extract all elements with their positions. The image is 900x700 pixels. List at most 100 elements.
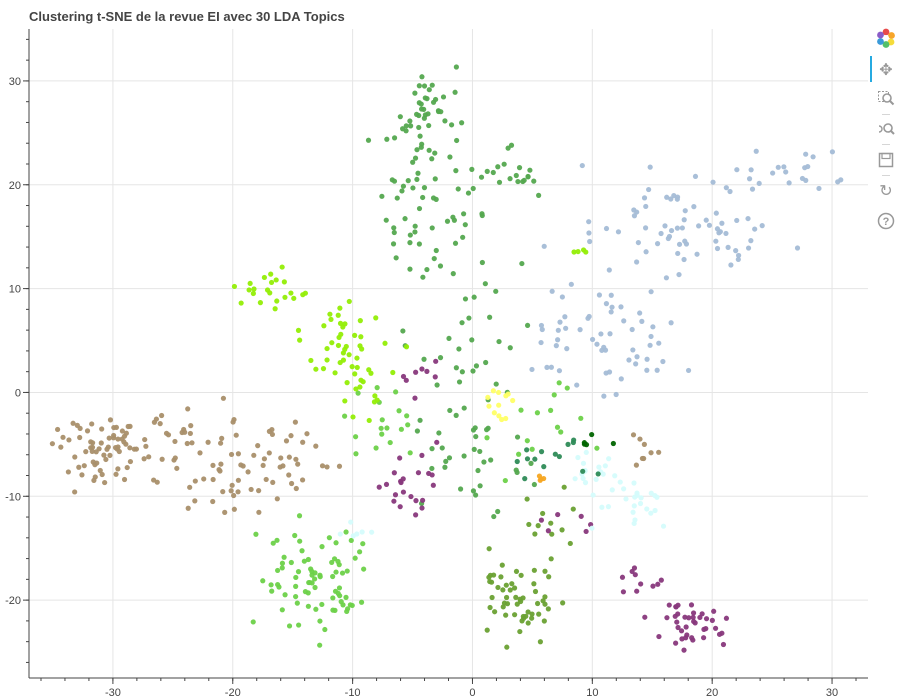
data-point <box>410 185 416 191</box>
data-point <box>329 340 335 346</box>
data-point <box>634 492 640 498</box>
data-point <box>641 195 648 201</box>
data-point <box>292 419 298 425</box>
data-point <box>246 287 252 293</box>
data-point <box>407 240 413 246</box>
data-point <box>816 185 822 192</box>
help-icon[interactable]: ? <box>876 211 896 231</box>
data-point <box>432 150 438 156</box>
data-point <box>357 384 363 390</box>
data-point <box>400 373 407 380</box>
pan-icon[interactable]: ✥ <box>879 59 893 79</box>
data-point <box>420 274 426 280</box>
data-point <box>521 177 527 183</box>
data-point <box>228 488 234 494</box>
data-point <box>421 115 427 121</box>
data-point <box>432 374 438 380</box>
data-point <box>397 455 403 461</box>
data-point <box>517 596 523 602</box>
data-point <box>368 370 374 376</box>
data-point <box>407 266 413 272</box>
data-point <box>344 568 350 574</box>
data-point <box>666 233 673 240</box>
bokeh-logo-icon[interactable] <box>876 28 896 48</box>
data-point <box>541 464 547 470</box>
data-point <box>542 594 548 600</box>
data-point <box>534 410 541 416</box>
wheel-zoom-icon[interactable] <box>876 119 896 139</box>
data-point <box>421 185 428 191</box>
data-point <box>650 583 656 589</box>
data-point <box>319 544 325 550</box>
reset-icon[interactable]: ↻ <box>879 180 893 200</box>
data-point <box>681 217 687 223</box>
data-point <box>648 333 654 340</box>
data-point <box>510 397 516 404</box>
data-point <box>372 393 378 399</box>
data-point <box>710 179 716 185</box>
data-point <box>549 531 555 537</box>
data-point <box>648 510 654 516</box>
data-point <box>218 461 224 467</box>
data-point <box>629 568 635 575</box>
data-point <box>408 123 414 129</box>
data-point <box>403 123 409 129</box>
data-point <box>383 217 389 223</box>
data-point <box>748 238 754 244</box>
data-point <box>541 243 547 249</box>
data-point <box>333 540 339 546</box>
data-point <box>613 391 619 398</box>
data-point <box>514 434 521 440</box>
data-point <box>210 462 216 468</box>
data-point <box>231 506 237 512</box>
save-icon[interactable] <box>876 150 896 170</box>
data-point <box>586 313 592 320</box>
data-point <box>532 588 539 595</box>
data-point <box>133 446 139 452</box>
data-point <box>745 215 751 222</box>
box-zoom-icon[interactable] <box>876 89 896 109</box>
x-tick-label: -30 <box>105 687 121 699</box>
data-point <box>620 589 627 595</box>
data-point <box>488 457 494 463</box>
data-point <box>486 574 492 580</box>
data-point <box>127 423 133 429</box>
data-point <box>472 425 478 431</box>
data-point <box>337 305 343 311</box>
data-point <box>723 615 730 621</box>
data-point <box>281 279 287 285</box>
data-point <box>668 227 675 234</box>
data-point <box>419 74 425 80</box>
data-point <box>559 527 565 533</box>
data-point <box>531 581 537 587</box>
toolbar-separator <box>882 175 890 176</box>
data-point <box>618 376 624 382</box>
data-point <box>504 644 510 650</box>
data-point <box>639 455 645 462</box>
data-point <box>567 540 573 547</box>
data-point <box>326 535 332 541</box>
data-point <box>379 193 385 199</box>
data-point <box>554 424 561 430</box>
data-point <box>529 366 535 373</box>
data-point <box>77 434 83 441</box>
data-point <box>433 196 439 203</box>
data-point <box>681 647 687 653</box>
data-point <box>201 476 207 482</box>
data-point <box>419 452 425 458</box>
data-point <box>412 223 418 229</box>
data-point <box>631 480 637 486</box>
data-point <box>655 581 661 587</box>
data-point <box>266 450 272 456</box>
chart-title: Clustering t-SNE de la revue EI avec 30 … <box>29 9 345 24</box>
data-point <box>713 238 719 244</box>
data-point <box>522 476 528 482</box>
data-point <box>452 240 459 246</box>
y-tick-label: 20 <box>9 180 21 192</box>
data-point <box>407 232 413 238</box>
data-point <box>255 442 261 449</box>
data-point <box>723 185 729 191</box>
data-point <box>690 637 696 643</box>
data-point <box>365 137 372 143</box>
